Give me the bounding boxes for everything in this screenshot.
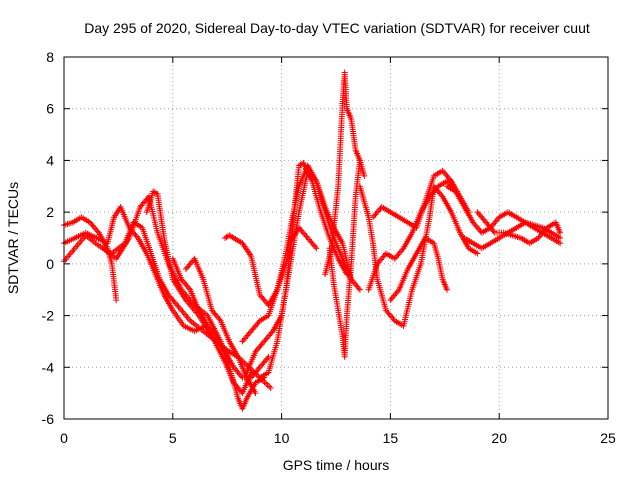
series-track-5 xyxy=(143,188,255,397)
y-tick-label: -2 xyxy=(42,308,55,324)
series-track-8 xyxy=(222,224,320,309)
x-tick-label: 0 xyxy=(60,430,68,446)
plot-frame xyxy=(63,56,609,420)
y-tick-label: 0 xyxy=(46,256,54,272)
data-points-track-7 xyxy=(182,255,259,397)
x-axis-label: GPS time / hours xyxy=(283,457,390,473)
y-tick-label: 4 xyxy=(46,152,54,168)
data-points-track-17 xyxy=(387,235,450,304)
y-axis-tick-labels: -6 -4 -2 0 2 4 6 8 xyxy=(42,49,55,427)
y-tick-label: 2 xyxy=(46,204,54,220)
data-points-track-6 xyxy=(169,255,272,381)
y-tick-label: 6 xyxy=(46,101,54,117)
x-tick-label: 15 xyxy=(383,430,399,446)
series-track-12 xyxy=(322,69,368,278)
x-axis-tick-labels: 0 5 10 15 20 25 xyxy=(60,430,616,446)
chart-title: Day 295 of 2020, Sidereal Day-to-day VTE… xyxy=(84,20,590,36)
data-points-track-12 xyxy=(322,69,368,278)
series-track-20 xyxy=(474,209,564,247)
data-points-track-16 xyxy=(365,178,459,293)
data-points-track-13 xyxy=(326,157,363,360)
series-track-6 xyxy=(169,255,272,381)
data-points-track-8 xyxy=(222,224,320,309)
y-tick-label: -4 xyxy=(42,359,55,375)
y-tick-label: 8 xyxy=(46,49,54,65)
x-tick-label: 5 xyxy=(169,430,177,446)
data-series xyxy=(61,69,564,412)
x-tick-label: 20 xyxy=(491,430,507,446)
series-track-7 xyxy=(182,255,259,397)
series-track-17 xyxy=(387,235,450,304)
y-axis-label: SDTVAR / TECUs xyxy=(5,182,21,294)
x-tick-label: 10 xyxy=(274,430,290,446)
series-track-13 xyxy=(326,157,363,360)
data-points-track-20 xyxy=(474,209,564,247)
y-tick-label: -6 xyxy=(42,411,55,427)
x-tick-label: 25 xyxy=(600,430,616,446)
data-points-track-5 xyxy=(143,188,255,397)
series-track-16 xyxy=(365,178,459,293)
